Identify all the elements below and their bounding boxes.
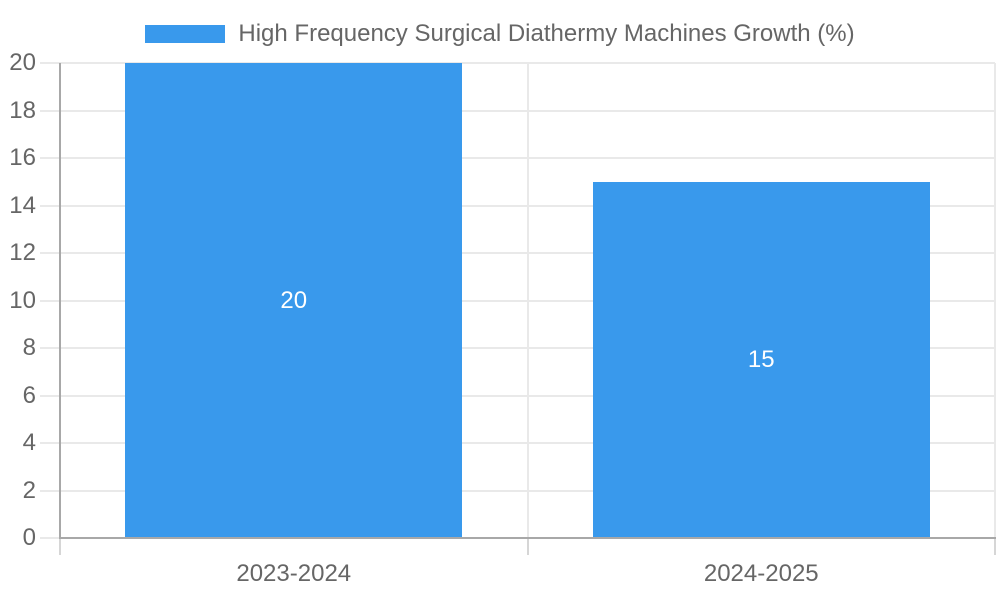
x-axis-label: 2024-2025 [703, 560, 819, 587]
y-axis-label: 10 [9, 286, 36, 314]
y-tick [40, 62, 60, 64]
y-axis-label: 12 [9, 239, 36, 266]
x-boundary-gridline [526, 63, 529, 538]
y-axis-label: 14 [9, 191, 36, 219]
y-tick [40, 252, 60, 254]
y-axis-label: 16 [9, 144, 36, 171]
legend-item[interactable]: High Frequency Surgical Diathermy Machin… [145, 19, 855, 49]
y-axis-label: 2 [22, 476, 36, 504]
y-axis-line [59, 63, 61, 539]
y-tick [40, 394, 60, 397]
y-tick [40, 109, 60, 112]
y-axis-label: 0 [22, 524, 36, 551]
x-boundary-gridline [994, 63, 996, 538]
y-tick [40, 442, 60, 444]
y-tick [40, 347, 60, 349]
y-tick [40, 204, 60, 207]
x-axis-line [60, 537, 996, 539]
y-tick [40, 489, 60, 492]
x-tick [526, 539, 529, 555]
x-tick [59, 539, 61, 555]
bar-2023-2024[interactable] [125, 63, 463, 538]
y-tick [40, 299, 60, 302]
y-axis-label: 8 [22, 334, 36, 361]
x-axis-label: 2023-2024 [236, 560, 352, 587]
y-tick [40, 537, 60, 539]
y-axis-label: 6 [22, 381, 36, 409]
y-axis-label: 4 [22, 429, 36, 456]
y-axis-label: 20 [9, 49, 36, 76]
y-tick [40, 157, 60, 159]
legend-swatch [145, 25, 226, 43]
legend: High Frequency Surgical Diathermy Machin… [0, 18, 1000, 50]
x-tick [994, 539, 996, 555]
bar-2024-2025[interactable] [592, 181, 930, 538]
y-axis-label: 18 [9, 96, 36, 124]
legend-label: High Frequency Surgical Diathermy Machin… [238, 20, 855, 47]
